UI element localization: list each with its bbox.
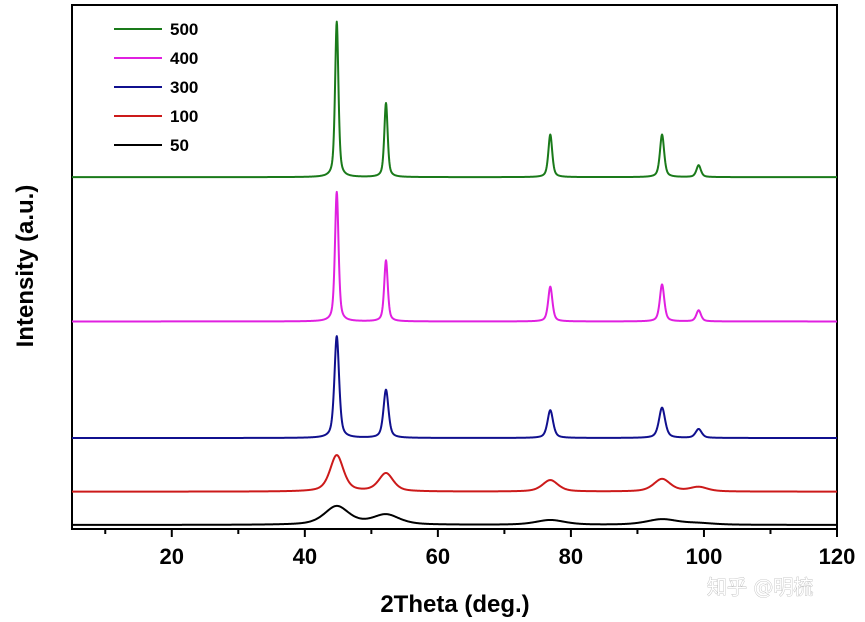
legend-label-500: 500 bbox=[170, 20, 198, 39]
x-tick-label: 100 bbox=[686, 544, 723, 569]
legend-label-100: 100 bbox=[170, 107, 198, 126]
legend-label-300: 300 bbox=[170, 78, 198, 97]
x-axis-title: 2Theta (deg.) bbox=[380, 591, 529, 618]
x-tick-label: 120 bbox=[819, 544, 856, 569]
x-tick-label: 80 bbox=[559, 544, 583, 569]
x-axis: 20 40 60 80 100 120 bbox=[104, 529, 856, 569]
y-axis-title: Intensity (a.u.) bbox=[12, 185, 39, 348]
legend-label-50: 50 bbox=[170, 136, 189, 155]
series-traces bbox=[71, 20, 838, 526]
watermark: 知乎 @明梳 bbox=[707, 575, 813, 599]
legend-label-400: 400 bbox=[170, 49, 198, 68]
x-tick-label: 60 bbox=[426, 544, 450, 569]
legend: 500 400 300 100 50 bbox=[114, 20, 198, 155]
series-line-50 bbox=[71, 504, 838, 526]
series-line-400 bbox=[71, 190, 838, 323]
series-line-300 bbox=[71, 335, 838, 439]
series-line-100 bbox=[71, 454, 838, 493]
series-line-500 bbox=[71, 20, 838, 179]
plot-frame bbox=[71, 4, 838, 530]
x-tick-label: 40 bbox=[293, 544, 317, 569]
x-tick-label: 20 bbox=[160, 544, 184, 569]
